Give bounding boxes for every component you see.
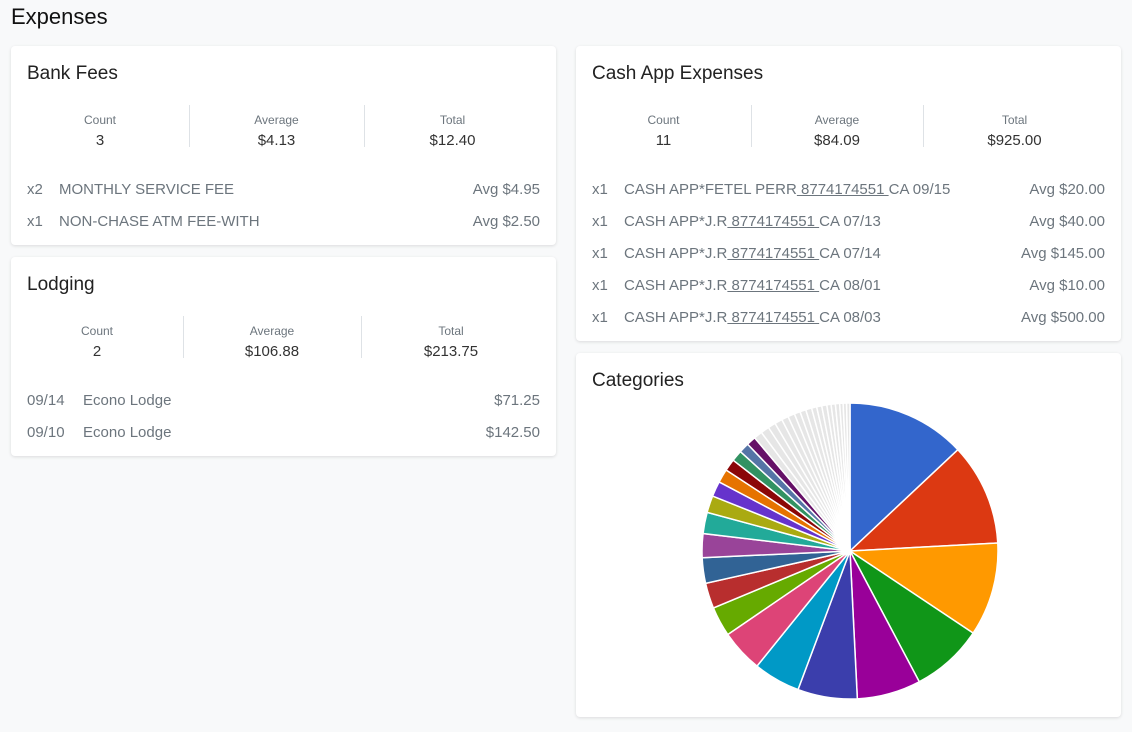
- item-amount: Avg $40.00: [1029, 212, 1105, 230]
- lodging-title: Lodging: [27, 274, 95, 295]
- item-merchant: CASH APP*J.R: [624, 276, 728, 294]
- item-suffix: CA 08/01: [819, 276, 881, 294]
- lodging-stats: Count 2 Average $106.88 Total $213.75: [11, 316, 556, 360]
- phone-link[interactable]: 8774174551: [727, 276, 820, 294]
- stat-total: Total $925.00: [923, 105, 1106, 149]
- pie-slice[interactable]: [845, 402, 851, 552]
- phone-link[interactable]: 8774174551: [727, 244, 820, 262]
- item-amount: Avg $500.00: [1021, 308, 1105, 326]
- stat-total: Total $12.40: [364, 105, 541, 149]
- item-qty: x1: [592, 180, 608, 198]
- item-suffix: CA 08/03: [819, 308, 881, 326]
- stat-total: Total $213.75: [361, 316, 541, 360]
- stat-label: Count: [80, 324, 114, 338]
- item-description: CASH APP*J.R 8774174551 CA 08/01: [624, 277, 1029, 294]
- item-description: MONTHLY SERVICE FEE: [59, 180, 235, 198]
- item-description: CASH APP*FETEL PERR 8774174551 CA 09/15: [624, 181, 1029, 198]
- item-qty: x1: [592, 276, 608, 294]
- item-amount: Avg $10.00: [1029, 276, 1105, 294]
- stat-label: Average: [249, 324, 295, 338]
- stat-value: 3: [95, 132, 105, 149]
- list-item: x1 NON-CHASE ATM FEE-WITH Avg $2.50: [27, 210, 540, 232]
- item-description: CASH APP*J.R 8774174551 CA 07/14: [624, 245, 1021, 262]
- lodging-card: Lodging Count 2 Average $106.88 Total $2…: [11, 257, 556, 456]
- categories-pie-chart[interactable]: [698, 401, 1002, 705]
- item-merchant: CASH APP*J.R: [624, 244, 728, 262]
- stat-average: Average $106.88: [183, 316, 361, 360]
- item-merchant: CASH APP*FETEL PERR: [624, 180, 797, 198]
- list-item: x1 CASH APP*J.R 8774174551 CA 08/01 Avg …: [592, 274, 1105, 296]
- stat-label: Average: [814, 113, 860, 127]
- stat-average: Average $4.13: [189, 105, 364, 149]
- item-date: 09/10: [27, 423, 65, 441]
- item-qty: x1: [27, 212, 43, 230]
- item-suffix: CA 07/14: [819, 244, 881, 262]
- stat-label: Total: [439, 113, 466, 127]
- list-item: x2 MONTHLY SERVICE FEE Avg $4.95: [27, 178, 540, 200]
- list-item: x1 CASH APP*J.R 8774174551 CA 08/03 Avg …: [592, 306, 1105, 328]
- stat-count: Count 3: [11, 113, 189, 149]
- item-qty: x1: [592, 212, 608, 230]
- item-qty: x1: [592, 244, 608, 262]
- phone-link[interactable]: 8774174551: [796, 180, 889, 198]
- item-merchant: CASH APP*J.R: [624, 308, 728, 326]
- list-item: x1 CASH APP*FETEL PERR 8774174551 CA 09/…: [592, 178, 1105, 200]
- list-item: 09/10 Econo Lodge $142.50: [27, 421, 540, 443]
- phone-link[interactable]: 8774174551: [727, 212, 820, 230]
- categories-card: Categories: [576, 353, 1121, 717]
- list-item: x1 CASH APP*J.R 8774174551 CA 07/13 Avg …: [592, 210, 1105, 232]
- bank-fees-stats: Count 3 Average $4.13 Total $12.40: [11, 105, 556, 149]
- list-item: 09/14 Econo Lodge $71.25: [27, 389, 540, 411]
- page-title: Expenses: [11, 4, 108, 29]
- bank-fees-card: Bank Fees Count 3 Average $4.13 Total $1…: [11, 46, 556, 245]
- stat-average: Average $84.09: [751, 105, 923, 149]
- stat-value: 2: [92, 343, 102, 360]
- stat-value: $84.09: [814, 132, 860, 149]
- item-suffix: CA 09/15: [888, 180, 951, 198]
- stat-label: Average: [254, 113, 299, 127]
- item-description: Econo Lodge: [83, 423, 172, 441]
- item-amount: Avg $4.95: [472, 180, 540, 198]
- item-description: CASH APP*J.R 8774174551 CA 08/03: [624, 309, 1021, 326]
- stat-value: 11: [655, 132, 672, 149]
- item-qty: x1: [592, 308, 608, 326]
- item-amount: Avg $145.00: [1021, 244, 1105, 262]
- item-date: 09/14: [27, 391, 65, 409]
- phone-link[interactable]: 8774174551: [727, 308, 820, 326]
- stat-value: $106.88: [244, 343, 300, 360]
- item-description: NON-CHASE ATM FEE-WITH: [59, 212, 260, 230]
- pie-slice[interactable]: [847, 448, 999, 552]
- cash-app-stats: Count 11 Average $84.09 Total $925.00: [576, 105, 1121, 149]
- stat-label: Total: [438, 324, 464, 338]
- item-description: CASH APP*J.R 8774174551 CA 07/13: [624, 213, 1029, 230]
- item-qty: x2: [27, 180, 43, 198]
- stat-label: Count: [647, 113, 680, 127]
- stat-count: Count 2: [11, 324, 183, 360]
- item-merchant: CASH APP*J.R: [624, 212, 728, 230]
- stat-label: Total: [1001, 113, 1028, 127]
- categories-title: Categories: [592, 370, 684, 391]
- cash-app-card: Cash App Expenses Count 11 Average $84.0…: [576, 46, 1121, 341]
- item-amount: $71.25: [494, 391, 540, 409]
- item-amount: Avg $20.00: [1029, 180, 1105, 198]
- bank-fees-title: Bank Fees: [27, 63, 118, 84]
- stat-value: $925.00: [987, 132, 1042, 149]
- stat-value: $4.13: [257, 132, 296, 149]
- stat-value: $12.40: [429, 132, 476, 149]
- stat-count: Count 11: [576, 113, 751, 149]
- list-item: x1 CASH APP*J.R 8774174551 CA 07/14 Avg …: [592, 242, 1105, 264]
- stat-value: $213.75: [423, 343, 479, 360]
- item-amount: Avg $2.50: [472, 212, 540, 230]
- item-suffix: CA 07/13: [819, 212, 881, 230]
- pie-slice[interactable]: [847, 542, 999, 635]
- pie-slice[interactable]: [849, 402, 959, 553]
- cash-app-title: Cash App Expenses: [592, 63, 764, 84]
- item-description: Econo Lodge: [83, 391, 172, 409]
- item-amount: $142.50: [485, 423, 540, 441]
- stat-label: Count: [83, 113, 117, 127]
